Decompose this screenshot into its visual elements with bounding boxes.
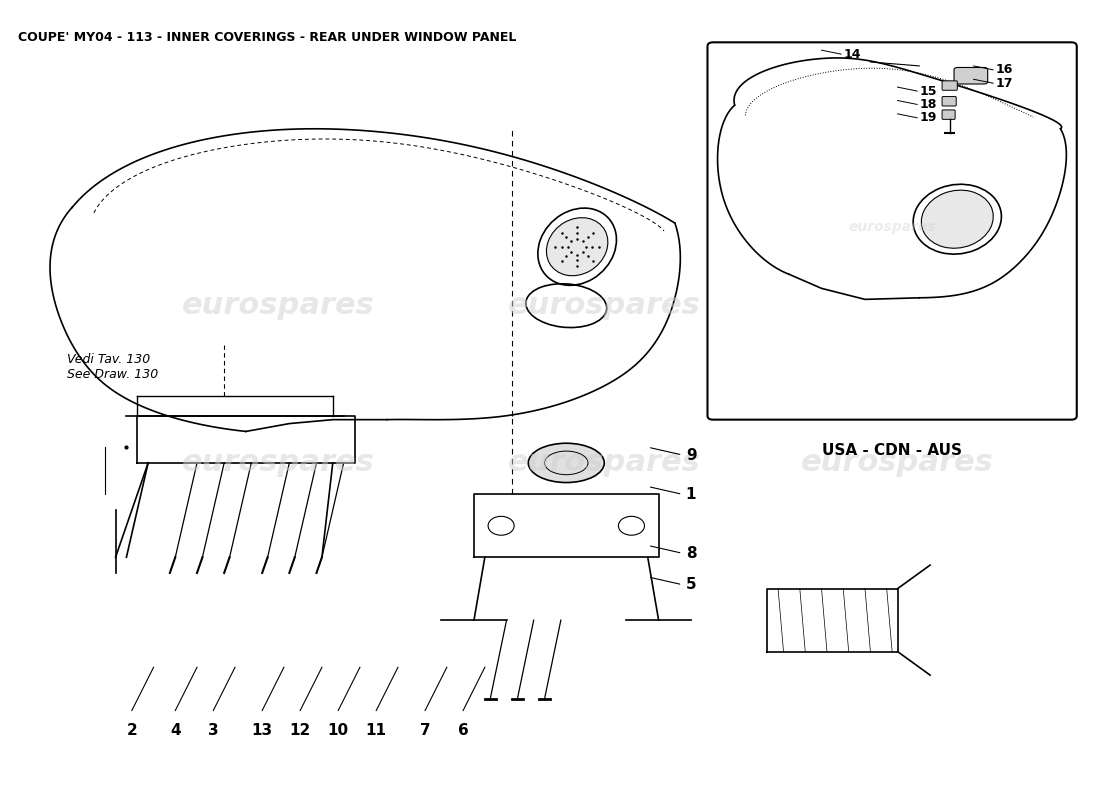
FancyBboxPatch shape (942, 97, 956, 106)
Text: eurospares: eurospares (848, 220, 936, 234)
Text: eurospares: eurospares (508, 291, 701, 320)
Text: 7: 7 (420, 722, 430, 738)
Ellipse shape (547, 218, 608, 276)
Text: 1: 1 (685, 487, 696, 502)
Text: 12: 12 (289, 722, 311, 738)
Text: Vedi Tav. 130
See Draw. 130: Vedi Tav. 130 See Draw. 130 (67, 353, 158, 381)
Text: 6: 6 (458, 722, 469, 738)
Text: 3: 3 (208, 722, 219, 738)
Ellipse shape (528, 443, 604, 482)
Text: eurospares: eurospares (801, 448, 994, 478)
FancyBboxPatch shape (942, 81, 957, 90)
Ellipse shape (922, 190, 993, 248)
FancyBboxPatch shape (707, 42, 1077, 420)
FancyBboxPatch shape (942, 110, 955, 119)
Text: 14: 14 (844, 48, 861, 61)
Text: 2: 2 (126, 722, 138, 738)
Text: 15: 15 (920, 85, 937, 98)
Text: 17: 17 (996, 77, 1013, 90)
Text: 4: 4 (170, 722, 180, 738)
Text: 16: 16 (996, 63, 1013, 76)
Text: COUPE' MY04 - 113 - INNER COVERINGS - REAR UNDER WINDOW PANEL: COUPE' MY04 - 113 - INNER COVERINGS - RE… (18, 30, 516, 43)
FancyBboxPatch shape (954, 67, 988, 84)
Text: 9: 9 (685, 447, 696, 462)
Text: 5: 5 (685, 578, 696, 592)
Text: 11: 11 (365, 722, 387, 738)
Text: 18: 18 (920, 98, 937, 111)
Text: eurospares: eurospares (801, 291, 994, 320)
Text: eurospares: eurospares (183, 291, 375, 320)
Text: 13: 13 (252, 722, 273, 738)
Text: USA - CDN - AUS: USA - CDN - AUS (822, 443, 962, 458)
Text: eurospares: eurospares (183, 448, 375, 478)
Text: 8: 8 (685, 546, 696, 561)
Text: eurospares: eurospares (508, 448, 701, 478)
Text: 19: 19 (920, 111, 937, 124)
Text: 10: 10 (328, 722, 349, 738)
